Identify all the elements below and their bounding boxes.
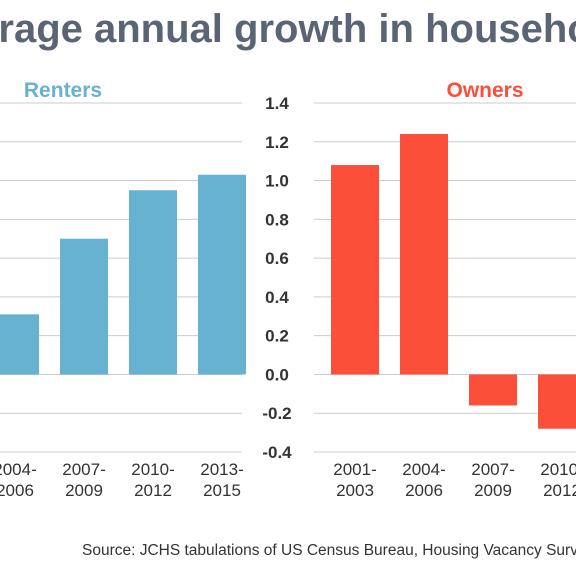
y-tick-label: 0.2 [265, 327, 289, 346]
y-tick-label: -0.2 [262, 404, 291, 423]
renters-category-label: 2004- [0, 460, 37, 479]
renters-category-label: 2013- [200, 460, 243, 479]
y-tick-label: 0.6 [265, 249, 289, 268]
y-tick-labels: -0.4 -0.2 0.0 0.2 0.4 0.6 0.8 1.0 1.2 1.4 [262, 94, 292, 462]
renters-bar-2013-2015 [198, 174, 246, 375]
owners-panel-label: Owners [446, 79, 523, 102]
chart-title: Average annual growth in households [0, 7, 576, 51]
renters-bar-2004-2006 [0, 314, 39, 375]
category-labels: 2001- 2003 2004- 2006 2007- 2009 2010- 2012 2013… [0, 460, 576, 500]
owners-category-label: 2009 [474, 481, 512, 500]
y-tick-label: 0.8 [265, 210, 289, 229]
owners-category-label: 2006 [405, 481, 443, 500]
renters-bar-2010-2012 [129, 190, 177, 375]
source-note: Source: JCHS tabulations of US Census Bu… [82, 542, 576, 559]
renters-category-label: 2010- [131, 460, 174, 479]
owners-category-label: 2004- [402, 460, 445, 479]
owners-bar-2004-2006 [400, 134, 448, 375]
bars [0, 134, 576, 429]
y-tick-label: 0.0 [265, 365, 289, 384]
renters-category-label: 2015 [203, 481, 241, 500]
y-tick-label: 0.4 [265, 288, 289, 307]
owners-bar-2007-2009 [469, 374, 517, 406]
renters-category-label: 2006 [0, 481, 34, 500]
y-tick-label: -0.4 [262, 443, 292, 462]
renters-category-label: 2007- [62, 460, 105, 479]
owners-category-label: 2003 [336, 481, 374, 500]
owners-category-label: 2012 [543, 481, 576, 500]
y-tick-label: 1.2 [265, 133, 289, 152]
renters-bar-2007-2009 [60, 238, 108, 375]
y-tick-label: 1.0 [265, 172, 289, 191]
owners-bar-2010-2012 [538, 374, 576, 429]
owners-category-label: 2010- [540, 460, 576, 479]
owners-category-label: 2007- [471, 460, 514, 479]
owners-category-label: 2001- [333, 460, 376, 479]
owners-bar-2001-2003 [331, 165, 379, 375]
renters-panel-label: Renters [24, 79, 102, 102]
y-tick-label: 1.4 [265, 94, 289, 113]
renters-category-label: 2012 [134, 481, 172, 500]
renters-category-label: 2009 [65, 481, 103, 500]
